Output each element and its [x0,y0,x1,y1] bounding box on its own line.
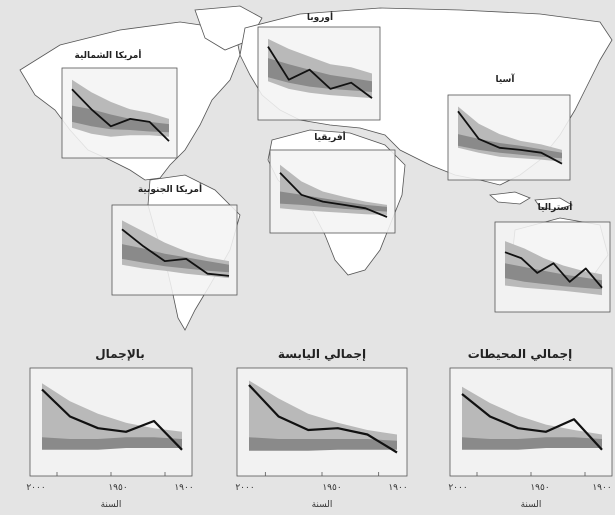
x-tick-label: ١٩٥٠ [322,483,341,493]
x-tick-label: ٢٠٠٠ [448,483,467,493]
observed-series-line [461,393,603,451]
panel-title: أمريكا الجنوبية [138,183,202,195]
chart-panel: أمريكا الجنوبية [111,183,238,296]
chart-panel: إجمالي المحيطات ٢٠٠٠ ١٩٥٠ ١٩٠٠ السنة [448,347,613,510]
natural-forcing-band [42,437,182,450]
panel-title: أستراليا [538,201,573,213]
x-tick-label: ١٩٠٠ [592,483,611,493]
x-axis-label: السنة [312,500,333,510]
natural-forcing-band [249,437,397,451]
x-axis-label: السنة [101,500,122,510]
x-tick-label: ٢٠٠٠ [235,483,254,493]
chart-panel: أمريكا الشمالية [61,49,178,159]
panel-title: بالإجمال [95,347,145,361]
model-range-band [462,386,602,448]
panel-title: آسيا [496,73,516,85]
natural-forcing-band [505,263,602,290]
observed-series-line [248,384,398,454]
observed-series-line [457,110,563,165]
panel-title: أمريكا الشمالية [75,49,142,61]
indonesia-islands [489,191,574,211]
model-range-band [42,383,182,448]
chart-panel: أستراليا [494,201,611,313]
observed-series-line [279,172,388,218]
chart-panels: أمريكا الشمالية أوروبا آسيا أفريقيا أمريكا ا… [26,11,613,510]
observed-series-line [71,88,170,142]
chart-panel: إجمالي اليابسة ٢٠٠٠ ١٩٥٠ ١٩٠٠ السنة [235,347,407,510]
chart-panel: آسيا [447,73,571,181]
panel-title: أفريقيا [314,131,346,143]
natural-forcing-band [462,437,602,450]
panel-title: أوروبا [307,11,333,23]
panel-title: إجمالي اليابسة [278,347,366,361]
panel-title: إجمالي المحيطات [468,347,573,361]
chart-panel: أوروبا [257,11,381,121]
x-tick-label: ١٩٠٠ [174,483,193,493]
observed-series-line [41,388,183,451]
observed-series-line [504,251,603,289]
x-tick-label: ١٩٥٠ [108,483,127,493]
chart-panel: أفريقيا [269,131,396,234]
natural-forcing-band [72,105,169,133]
natural-forcing-band [122,244,229,273]
x-axis-label: السنة [521,500,542,510]
x-tick-label: ١٩٥٠ [530,483,549,493]
chart-panel: بالإجمال ٢٠٠٠ ١٩٥٠ ١٩٠٠ السنة [26,347,193,510]
observed-series-line [121,228,230,277]
x-tick-label: ١٩٠٠ [388,483,407,493]
x-tick-label: ٢٠٠٠ [26,483,45,493]
observed-series-line [267,46,373,99]
